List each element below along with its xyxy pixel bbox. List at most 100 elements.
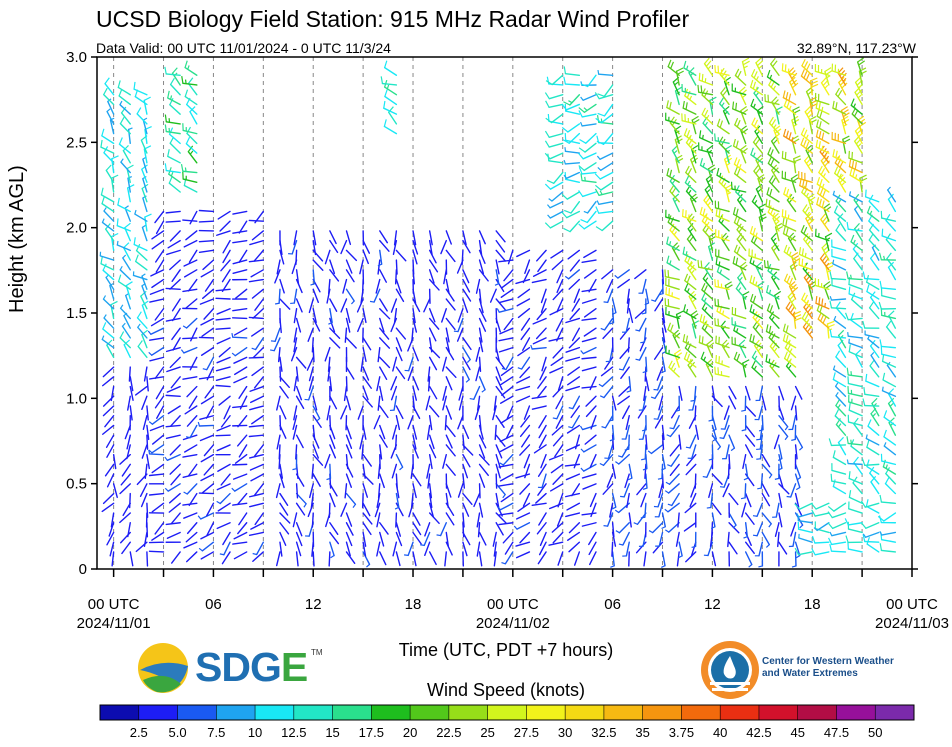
wind-barb xyxy=(727,531,730,548)
wind-barb xyxy=(498,337,514,342)
wind-barb-staff xyxy=(638,317,647,332)
wind-barb-staff xyxy=(565,317,581,324)
wind-barb-staff xyxy=(295,385,303,401)
wind-barb-staff xyxy=(516,249,531,258)
wind-barb-half-feather xyxy=(399,466,404,471)
wind-barb-staff xyxy=(412,424,418,440)
wind-barb-staff xyxy=(204,278,215,292)
wind-barb-staff xyxy=(831,469,847,475)
wind-barb xyxy=(102,376,115,387)
wind-barb-staff xyxy=(312,551,315,567)
wind-barb-feather xyxy=(803,294,808,302)
wind-barb xyxy=(810,502,830,510)
wind-barb-staff xyxy=(661,269,665,285)
wind-barb xyxy=(714,366,730,378)
wind-barb-feather xyxy=(544,92,550,100)
wind-barb-staff xyxy=(182,337,198,340)
wind-barb-staff xyxy=(600,366,614,377)
wind-barb-half-feather xyxy=(704,307,708,312)
wind-barb-staff xyxy=(379,308,391,320)
wind-barb xyxy=(595,206,614,214)
wind-barb-staff xyxy=(665,313,680,320)
wind-barb-staff xyxy=(804,160,813,174)
wind-barb xyxy=(121,463,131,477)
wind-barb-staff xyxy=(650,444,664,455)
wind-barb xyxy=(133,237,148,252)
wind-barb xyxy=(569,259,581,272)
wind-barb-staff xyxy=(151,444,165,454)
wind-barb-staff xyxy=(556,512,564,527)
wind-barb-staff xyxy=(702,122,714,135)
wind-barb-staff xyxy=(428,415,433,431)
wind-barb xyxy=(383,60,398,76)
wind-barb-staff xyxy=(110,512,115,528)
wind-barb xyxy=(379,337,391,349)
wind-barb-staff xyxy=(326,405,331,421)
wind-barb-feather xyxy=(735,208,739,216)
wind-barb xyxy=(724,145,732,164)
wind-barb xyxy=(169,230,181,242)
wind-barb-staff xyxy=(671,247,680,261)
wind-barb-staff xyxy=(711,502,722,516)
wind-barb xyxy=(183,239,198,248)
wind-barb xyxy=(232,210,248,215)
wind-barb-half-feather xyxy=(184,167,187,172)
wind-barb-staff xyxy=(101,135,115,145)
wind-barb xyxy=(426,424,431,441)
wind-barb-staff xyxy=(306,356,314,371)
wind-barb-staff xyxy=(248,434,265,438)
wind-barb xyxy=(141,444,148,459)
wind-barb-staff xyxy=(201,483,215,494)
wind-barb-staff xyxy=(133,243,148,252)
wind-barb xyxy=(695,424,700,440)
wind-barb-staff xyxy=(249,405,265,411)
wind-barb-staff xyxy=(312,424,316,441)
wind-barb-staff xyxy=(686,238,697,252)
wind-barb xyxy=(741,415,747,432)
wind-barb-feather xyxy=(843,138,851,144)
wind-barb-staff xyxy=(802,209,813,222)
wind-barb xyxy=(377,346,381,363)
wind-barb xyxy=(216,444,231,452)
wind-barb xyxy=(379,405,389,419)
wind-barb xyxy=(278,444,281,460)
wind-barb-staff xyxy=(703,62,714,76)
wind-barb-staff xyxy=(564,110,581,115)
wind-barb xyxy=(202,288,215,299)
wind-barb xyxy=(566,502,581,511)
wind-barb-staff xyxy=(565,444,581,452)
wind-barb-staff xyxy=(552,346,564,359)
wind-barb-staff xyxy=(342,278,348,294)
wind-barb-staff xyxy=(524,259,531,275)
wind-barb-staff xyxy=(425,395,431,411)
wind-barb-feather xyxy=(185,136,191,144)
wind-barb-staff xyxy=(522,337,531,351)
wind-barb-staff xyxy=(186,483,198,495)
wind-barb-half-feather xyxy=(685,446,691,449)
wind-barb xyxy=(456,327,464,342)
wind-barb xyxy=(832,365,847,378)
wind-barb-staff xyxy=(345,492,357,506)
wind-barb xyxy=(379,327,390,340)
wind-barb-staff xyxy=(143,531,148,547)
wind-barb-feather xyxy=(563,66,567,74)
wind-barb-staff xyxy=(742,453,747,470)
wind-barb-staff xyxy=(600,113,614,124)
wind-barb-staff xyxy=(232,541,248,545)
wind-barb xyxy=(544,140,564,148)
wind-barb xyxy=(279,512,291,524)
wind-barb xyxy=(151,463,165,474)
wind-barb xyxy=(180,346,198,354)
wind-barb-half-feather xyxy=(791,565,797,568)
wind-barb-staff xyxy=(412,308,416,324)
wind-barb-staff xyxy=(203,463,215,476)
wind-barb-staff xyxy=(327,356,331,373)
wind-barb xyxy=(169,278,181,290)
wind-barb-half-feather xyxy=(596,200,600,205)
wind-barb-staff xyxy=(666,106,680,115)
wind-barb-staff xyxy=(169,230,181,242)
wind-barb-staff xyxy=(133,88,148,96)
wind-barb-staff xyxy=(478,434,487,449)
wind-barb xyxy=(742,291,750,310)
